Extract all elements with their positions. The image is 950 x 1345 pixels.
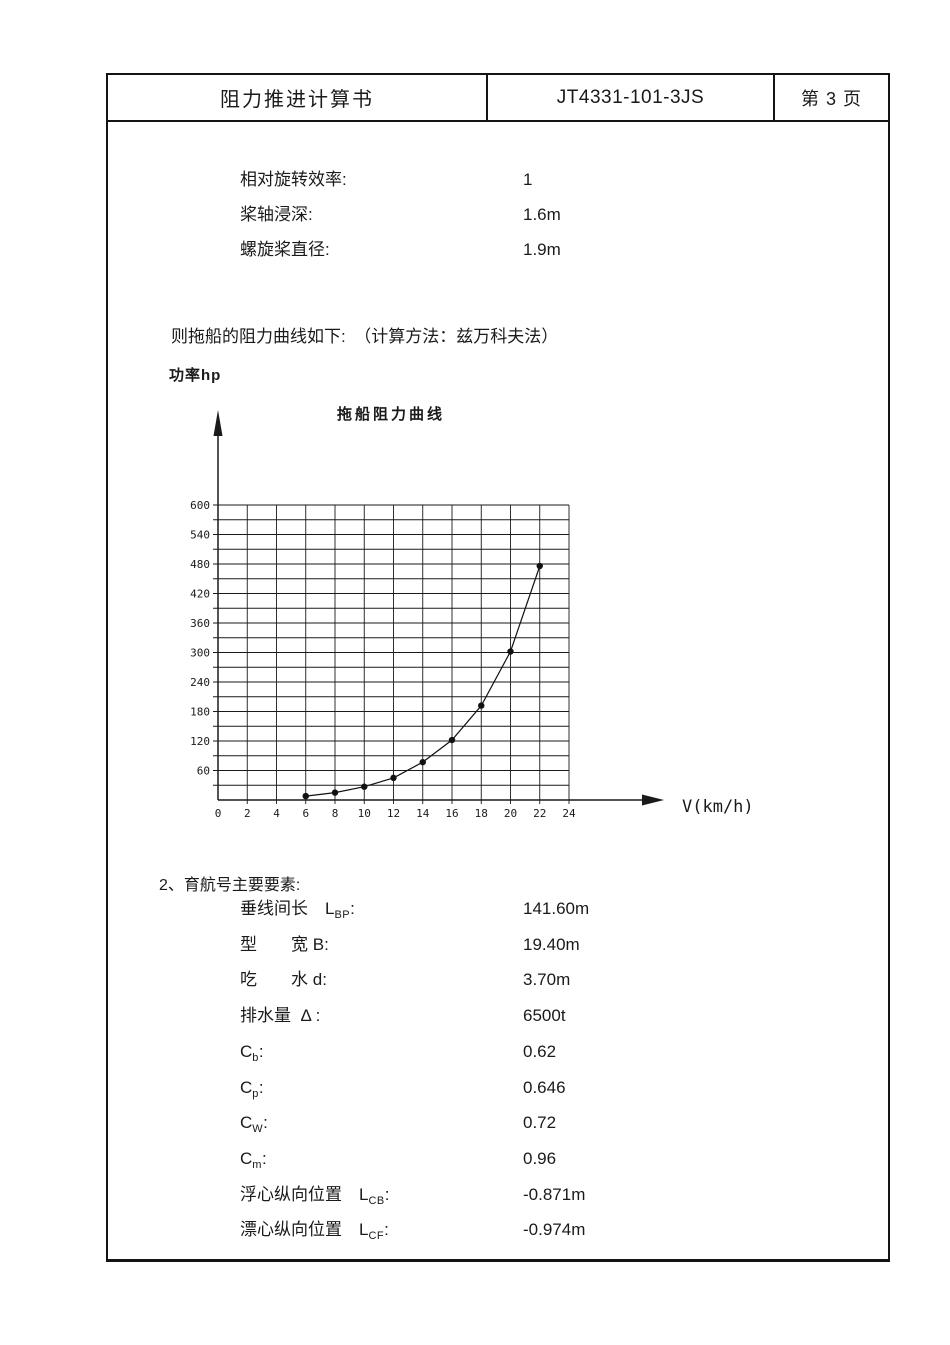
param-row: 螺旋桨直径: 1.9m bbox=[240, 238, 700, 262]
y-tick-label: 60 bbox=[197, 765, 210, 778]
data-point bbox=[448, 736, 456, 744]
param-row: Cp: 0.646 bbox=[240, 1076, 700, 1100]
param-value: 6500t bbox=[523, 1006, 566, 1026]
data-point bbox=[419, 758, 426, 766]
param-label: 型 宽 B: bbox=[240, 934, 329, 954]
param-value: -0.974m bbox=[523, 1220, 586, 1240]
y-tick-label: 120 bbox=[190, 735, 210, 748]
param-label: 排水量 Δ : bbox=[240, 1006, 321, 1026]
param-value: 141.60m bbox=[523, 899, 590, 918]
param-label: 垂线间长 LBP: bbox=[240, 899, 355, 921]
param-label: Cb: bbox=[240, 1041, 264, 1064]
param-label: 相对旋转效率: bbox=[240, 170, 347, 189]
param-label: CW: bbox=[240, 1113, 268, 1136]
param-label-subscript: BP bbox=[334, 909, 351, 921]
param-row: 桨轴浸深: 1.6m bbox=[240, 203, 700, 227]
y-tick-label: 480 bbox=[190, 558, 210, 571]
param-row: CW: 0.72 bbox=[240, 1111, 700, 1135]
param-row: 型 宽 B: 19.40m bbox=[240, 933, 700, 957]
x-axis-arrowhead-icon bbox=[642, 794, 664, 806]
y-tick-label: 300 bbox=[190, 647, 210, 660]
data-point bbox=[507, 648, 514, 655]
param-row: 相对旋转效率: 1 bbox=[240, 168, 700, 192]
x-tick-label: 4 bbox=[273, 807, 280, 820]
x-tick-label: 12 bbox=[387, 807, 400, 820]
document-number: JT4331-101-3JS bbox=[488, 75, 775, 122]
param-value: 1 bbox=[523, 170, 533, 189]
param-value: 19.40m bbox=[523, 934, 580, 954]
param-label: 桨轴浸深: bbox=[240, 205, 313, 224]
param-value: 0.72 bbox=[523, 1113, 557, 1133]
param-label: 螺旋桨直径: bbox=[240, 240, 330, 259]
header-table: 阻力推进计算书 JT4331-101-3JS 第 3 页 bbox=[108, 75, 888, 122]
param-value: 0.646 bbox=[523, 1077, 566, 1097]
param-label: 浮心纵向位置 LCB: bbox=[240, 1184, 390, 1207]
param-row: Cb: 0.62 bbox=[240, 1040, 700, 1064]
x-tick-label: 2 bbox=[244, 807, 251, 820]
y-axis-arrowhead-icon bbox=[213, 410, 223, 436]
param-row: 漂心纵向位置 LCF: -0.974m bbox=[240, 1218, 700, 1242]
x-tick-label: 16 bbox=[445, 807, 458, 820]
param-label-subscript: W bbox=[252, 1123, 264, 1136]
x-tick-label: 22 bbox=[533, 807, 546, 820]
data-point bbox=[361, 783, 368, 790]
x-tick-label: 10 bbox=[358, 807, 371, 820]
param-value: 0.62 bbox=[523, 1041, 557, 1061]
param-label: 吃 水 d: bbox=[240, 970, 327, 990]
param-label-subscript: b bbox=[252, 1051, 259, 1064]
param-label: Cm: bbox=[240, 1148, 267, 1171]
param-row: 吃 水 d: 3.70m bbox=[240, 968, 700, 992]
x-tick-label: 0 bbox=[215, 807, 222, 820]
param-value: 1.9m bbox=[523, 240, 561, 259]
document-title: 阻力推进计算书 bbox=[108, 75, 488, 122]
page-number: 第 3 页 bbox=[775, 75, 888, 122]
param-label: 漂心纵向位置 LCF: bbox=[240, 1220, 389, 1243]
param-label-subscript: CF bbox=[368, 1230, 385, 1243]
y-tick-label: 420 bbox=[190, 588, 210, 601]
y-tick-label: 360 bbox=[190, 617, 210, 630]
y-tick-label: 180 bbox=[190, 706, 210, 719]
resistance-curve-statement: 则拖船的阻力曲线如下: （计算方法：兹万科夫法） bbox=[171, 327, 559, 346]
data-point bbox=[390, 774, 397, 782]
data-point bbox=[478, 702, 485, 709]
param-row: Cm: 0.96 bbox=[240, 1147, 700, 1171]
y-tick-label: 540 bbox=[190, 529, 210, 542]
x-tick-label: 18 bbox=[475, 807, 488, 820]
chart-title: 拖船阻力曲线 bbox=[337, 406, 446, 423]
param-label: Cp: bbox=[240, 1077, 264, 1100]
param-row: 排水量 Δ : 6500t bbox=[240, 1004, 700, 1028]
chart-x-axis-label: V(km/h) bbox=[682, 797, 754, 817]
data-point bbox=[536, 562, 543, 570]
x-tick-label: 20 bbox=[504, 807, 517, 820]
param-value: 0.96 bbox=[523, 1148, 557, 1168]
y-tick-label: 240 bbox=[190, 676, 210, 689]
param-value: -0.871m bbox=[523, 1184, 586, 1204]
param-label-subscript: CB bbox=[368, 1194, 385, 1207]
section2-heading: 2、育航号主要要素: bbox=[159, 877, 301, 894]
param-label-subscript: m bbox=[252, 1158, 262, 1171]
x-tick-label: 8 bbox=[332, 807, 339, 820]
chart-y-axis-label: 功率hp bbox=[169, 367, 222, 384]
data-point bbox=[302, 792, 309, 800]
param-value: 3.70m bbox=[523, 970, 571, 990]
param-label-subscript: p bbox=[252, 1087, 259, 1100]
data-point bbox=[331, 789, 339, 796]
y-tick-label: 600 bbox=[190, 499, 210, 512]
x-tick-label: 24 bbox=[562, 807, 576, 820]
x-tick-label: 14 bbox=[416, 807, 430, 820]
page-frame bbox=[106, 73, 890, 1262]
param-row: 垂线间长 LBP: 141.60m bbox=[240, 897, 700, 921]
param-row: 浮心纵向位置 LCB: -0.871m bbox=[240, 1183, 700, 1207]
param-value: 1.6m bbox=[523, 205, 561, 224]
x-tick-label: 6 bbox=[302, 807, 309, 820]
